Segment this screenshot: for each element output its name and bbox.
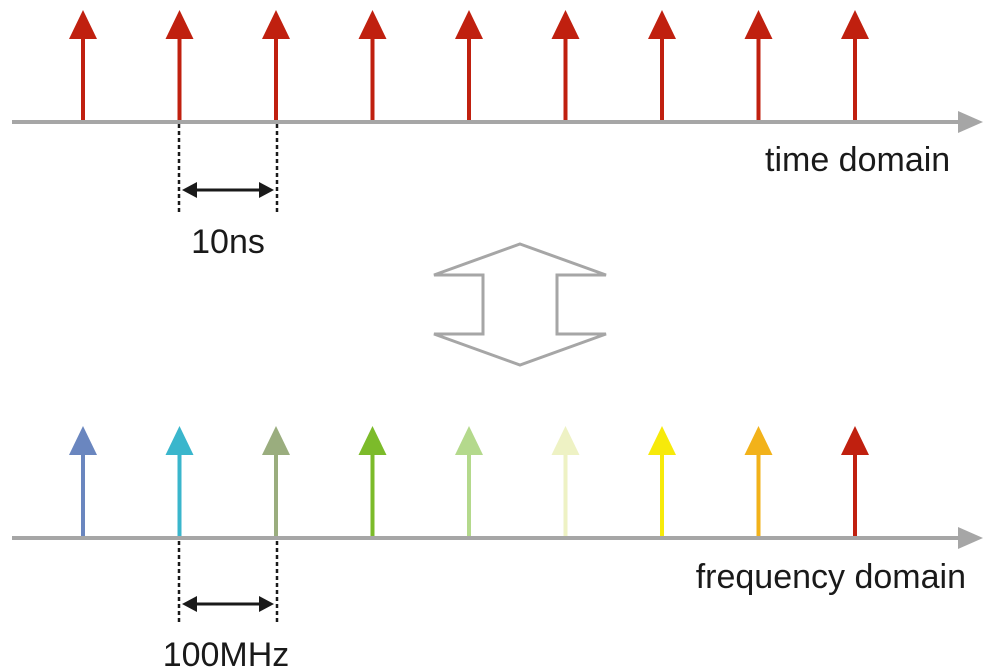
time-pulse-8: [744, 10, 773, 120]
time-pulse-3-head: [262, 10, 290, 39]
time-pulse-2-head: [165, 10, 194, 39]
frequency-line-7: [648, 426, 676, 536]
frequency-line-8-head: [744, 426, 773, 455]
frequency-domain-section: 100MHz frequency domain: [12, 426, 983, 671]
time-pulse-6: [551, 10, 580, 120]
frequency-axis-label: frequency domain: [696, 558, 966, 596]
frequency-line-1-head: [69, 426, 97, 455]
time-axis-arrowhead: [958, 111, 983, 133]
time-pulse-4: [358, 10, 387, 120]
frequency-line-4: [358, 426, 387, 536]
time-pulse-4-head: [358, 10, 387, 39]
time-domain-section: 10ns time domain: [12, 10, 983, 261]
frequency-line-6: [551, 426, 580, 536]
frequency-line-2: [165, 426, 194, 536]
frequency-line-5-head: [455, 426, 483, 455]
double-arrow-icon: [433, 242, 607, 367]
time-pulse-train: [69, 10, 869, 120]
frequency-line-3-head: [262, 426, 290, 455]
frequency-spacing-arrow-left: [182, 596, 197, 612]
time-spacing-arrow-right: [259, 182, 274, 198]
time-pulse-6-head: [551, 10, 580, 39]
time-pulse-9: [841, 10, 869, 120]
frequency-line-4-head: [358, 426, 387, 455]
frequency-spacing-label: 100MHz: [163, 636, 290, 671]
time-pulse-2: [165, 10, 194, 120]
time-pulse-7: [648, 10, 676, 120]
frequency-line-5: [455, 426, 483, 536]
frequency-axis-arrowhead: [958, 527, 983, 549]
time-pulse-1: [69, 10, 97, 120]
time-pulse-1-head: [69, 10, 97, 39]
frequency-line-7-head: [648, 426, 676, 455]
time-spacing-arrow-left: [182, 182, 197, 198]
time-pulse-5: [455, 10, 483, 120]
frequency-comb: [69, 426, 869, 536]
time-pulse-3: [262, 10, 290, 120]
time-pulse-7-head: [648, 10, 676, 39]
time-pulse-8-head: [744, 10, 773, 39]
frequency-line-6-head: [551, 426, 580, 455]
frequency-line-3: [262, 426, 290, 536]
frequency-line-2-head: [165, 426, 194, 455]
frequency-spacing-arrow-right: [259, 596, 274, 612]
time-axis-label: time domain: [765, 141, 950, 179]
time-pulse-5-head: [455, 10, 483, 39]
time-spacing-label: 10ns: [191, 223, 265, 261]
frequency-line-9-head: [841, 426, 869, 455]
frequency-line-1: [69, 426, 97, 536]
time-pulse-9-head: [841, 10, 869, 39]
frequency-line-8: [744, 426, 773, 536]
frequency-line-9: [841, 426, 869, 536]
